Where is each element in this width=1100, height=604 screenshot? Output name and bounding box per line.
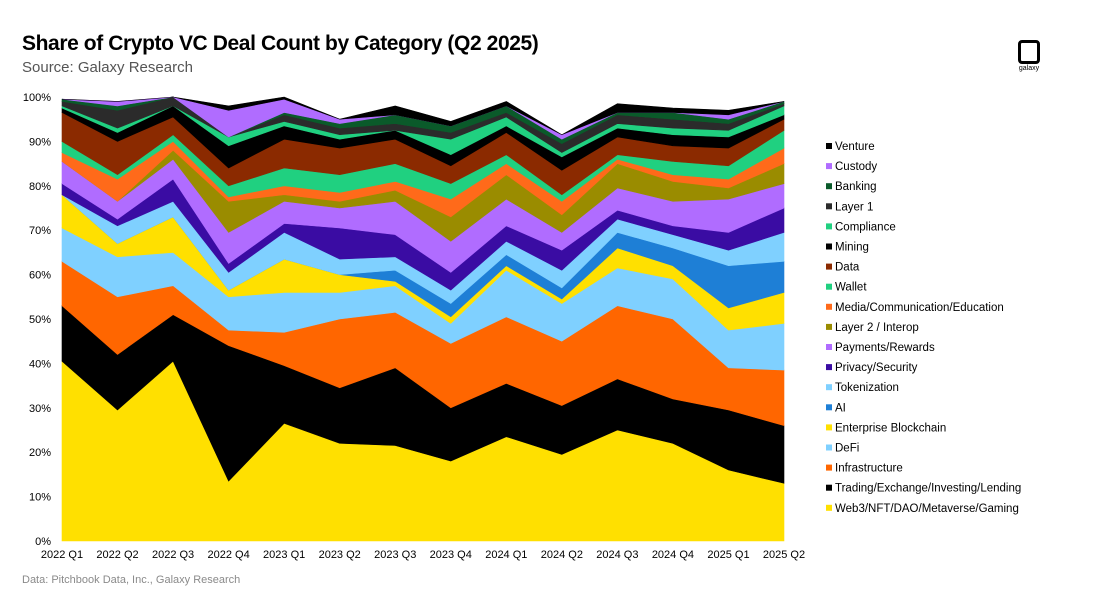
legend-swatch-compliance (826, 223, 832, 230)
legend-swatch-wallet (826, 283, 832, 290)
area-series-group (61, 96, 785, 542)
y-tick-label: 60% (29, 270, 51, 282)
legend-label-data: Data (835, 262, 860, 274)
legend-swatch-venture (826, 143, 832, 149)
y-tick-label: 40% (29, 358, 51, 370)
y-axis: 0% 10% 20% 30% 40% 50% 60% 70% 80% 90% 100% (23, 92, 51, 548)
y-tick-label: 0% (35, 536, 51, 548)
legend-swatch-data (826, 263, 832, 270)
galaxy-logo-icon (1018, 40, 1040, 64)
legend-label-wallet: Wallet (835, 282, 867, 294)
galaxy-logo: galaxy (1014, 40, 1044, 76)
x-tick-label: 2022 Q3 (152, 549, 194, 561)
legend-label-layer-2-interop: Layer 2 / Interop (835, 322, 919, 334)
legend-swatch-tokenization (826, 384, 832, 391)
x-tick-label: 2022 Q1 (41, 549, 83, 561)
legend-swatch-infrastructure (826, 464, 832, 471)
legend: Venture Custody Banking Layer 1 Compliance Mi… (826, 141, 1021, 515)
x-axis: 2022 Q1 2022 Q2 2022 Q3 2022 Q4 2023 Q1 2023 … (41, 549, 805, 561)
legend-swatch-layer-2-interop (826, 323, 832, 330)
legend-swatch-media-communication-education (826, 303, 832, 310)
legend-label-web3-nft-dao-metaverse-gaming: Web3/NFT/DAO/Metaverse/Gaming (835, 503, 1019, 515)
legend-label-mining: Mining (835, 242, 869, 254)
y-tick-label: 10% (29, 492, 51, 504)
legend-label-media-communication-education: Media/Communication/Education (835, 302, 1004, 314)
legend-label-defi: DeFi (835, 443, 859, 455)
x-tick-label: 2024 Q3 (596, 549, 638, 561)
chart-title: Share of Crypto VC Deal Count by Categor… (22, 32, 539, 55)
y-tick-label: 100% (23, 92, 51, 104)
galaxy-logo-text: galaxy (1018, 65, 1040, 72)
x-tick-label: 2024 Q1 (485, 549, 527, 561)
legend-label-layer-1: Layer 1 (835, 201, 873, 213)
footnote: Data: Pitchbook Data, Inc., Galaxy Resea… (22, 574, 241, 586)
legend-swatch-privacy-security (826, 364, 832, 371)
x-tick-label: 2024 Q4 (652, 549, 694, 561)
y-tick-label: 20% (29, 447, 51, 459)
legend-label-infrastructure: Infrastructure (835, 463, 903, 475)
legend-label-payments-rewards: Payments/Rewards (835, 342, 935, 354)
legend-swatch-defi (826, 444, 832, 451)
legend-label-venture: Venture (835, 141, 875, 153)
legend-label-trading-exchange-investing-lending: Trading/Exchange/Investing/Lending (835, 483, 1021, 495)
y-tick-label: 30% (29, 403, 51, 415)
x-tick-label: 2023 Q3 (374, 549, 416, 561)
legend-swatch-layer-1 (826, 203, 832, 210)
y-tick-label: 90% (29, 136, 51, 148)
legend-label-ai: AI (835, 402, 846, 414)
x-tick-label: 2025 Q2 (763, 549, 805, 561)
area-venture (61, 96, 785, 136)
x-tick-label: 2023 Q4 (430, 549, 472, 561)
x-tick-label: 2023 Q2 (319, 549, 361, 561)
x-tick-label: 2025 Q1 (707, 549, 749, 561)
legend-swatch-banking (826, 183, 832, 190)
y-tick-label: 80% (29, 181, 51, 193)
legend-label-enterprise-blockchain: Enterprise Blockchain (835, 422, 946, 434)
legend-swatch-web3-nft-dao-metaverse-gaming (826, 504, 832, 511)
legend-swatch-ai (826, 404, 832, 411)
y-tick-label: 70% (29, 225, 51, 237)
legend-label-tokenization: Tokenization (835, 382, 899, 394)
x-tick-label: 2022 Q2 (96, 549, 138, 561)
legend-swatch-enterprise-blockchain (826, 424, 832, 431)
legend-label-custody: Custody (835, 161, 877, 173)
y-tick-label: 50% (29, 314, 51, 326)
x-tick-label: 2022 Q4 (208, 549, 250, 561)
chart-subtitle: Source: Galaxy Research (22, 59, 193, 76)
x-tick-label: 2024 Q2 (541, 549, 583, 561)
legend-swatch-trading-exchange-investing-lending (826, 484, 832, 491)
legend-swatch-mining (826, 243, 832, 250)
legend-swatch-payments-rewards (826, 344, 832, 350)
legend-label-privacy-security: Privacy/Security (835, 362, 918, 374)
x-tick-label: 2023 Q1 (263, 549, 305, 561)
legend-label-compliance: Compliance (835, 221, 896, 233)
legend-label-banking: Banking (835, 181, 877, 193)
legend-swatch-custody (826, 163, 832, 170)
